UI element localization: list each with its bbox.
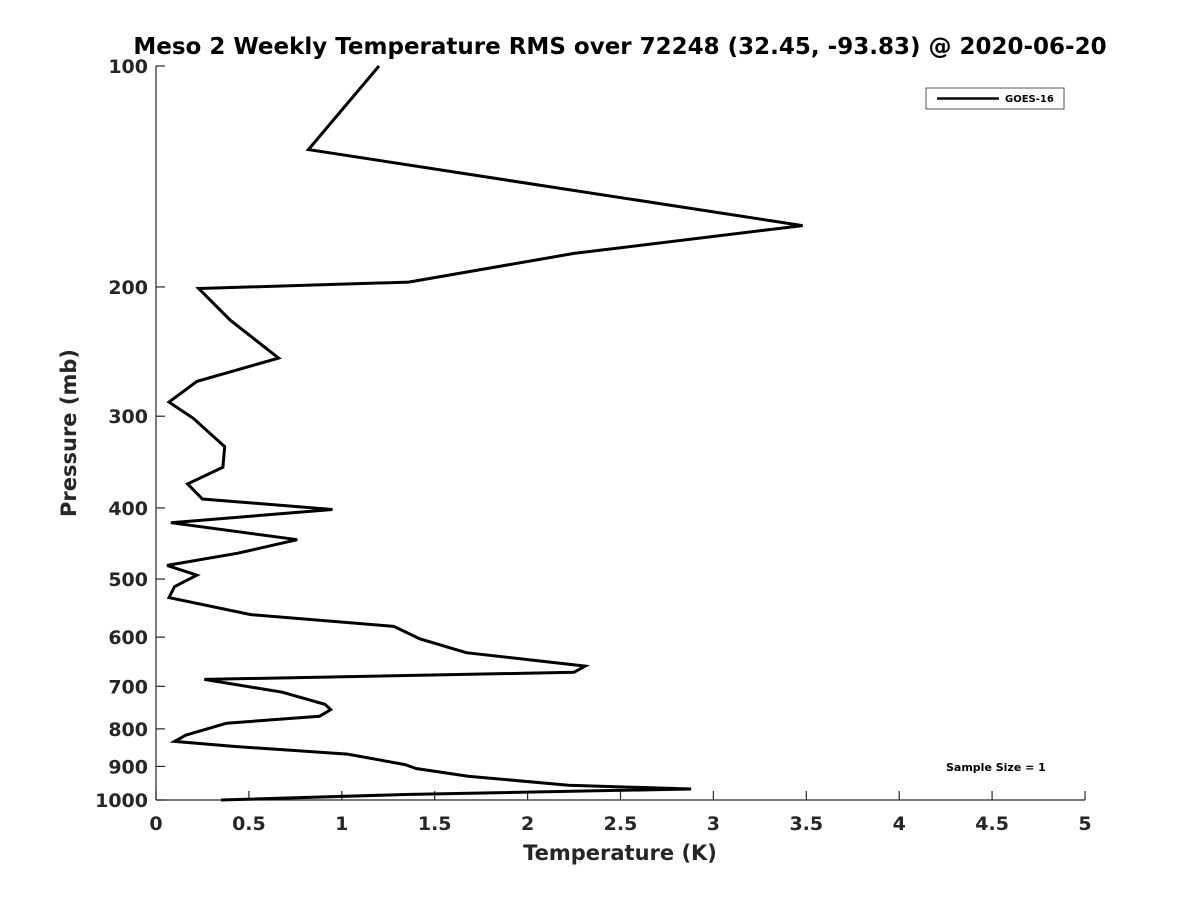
y-tick-label: 400 — [108, 498, 148, 520]
series-layer — [166, 65, 803, 802]
y-tick-label: 100 — [108, 56, 148, 78]
y-tick-label: 900 — [108, 756, 148, 778]
y-tick-label: 800 — [108, 719, 148, 741]
x-tick-label: 2 — [521, 813, 534, 835]
chart-title: Meso 2 Weekly Temperature RMS over 72248… — [133, 34, 1106, 60]
y-tick-label: 700 — [108, 676, 148, 698]
legend-label-goes-16: GOES-16 — [1005, 94, 1054, 105]
x-axis-label: Temperature (K) — [523, 841, 717, 865]
y-tick-label: 1000 — [95, 790, 148, 812]
x-tick-label: 4.5 — [975, 813, 1009, 835]
x-tick-label: 1.5 — [418, 813, 452, 835]
x-tick-label: 0 — [149, 813, 162, 835]
x-tick-label: 3.5 — [789, 813, 823, 835]
x-tick-label: 5 — [1078, 813, 1091, 835]
x-axis-ticks: 0 0.5 1 1.5 2 2.5 3 3.5 4 4.5 5 — [149, 791, 1092, 835]
x-tick-label: 2.5 — [604, 813, 638, 835]
sample-size-annotation: Sample Size = 1 — [946, 761, 1046, 774]
y-axis-label: Pressure (mb) — [57, 349, 81, 517]
y-tick-label: 300 — [108, 406, 148, 428]
x-tick-label: 3 — [707, 813, 720, 835]
y-tick-label: 500 — [108, 569, 148, 591]
x-tick-label: 4 — [893, 813, 906, 835]
y-axis-ticks: 100 200 300 400 500 600 700 800 900 1000 — [95, 56, 165, 812]
y-tick-label: 600 — [108, 627, 148, 649]
x-tick-label: 1 — [335, 813, 348, 835]
y-tick-label: 200 — [108, 277, 148, 299]
x-tick-label: 0.5 — [232, 813, 266, 835]
legend: GOES-16 — [925, 87, 1065, 110]
series-line-goes-16 — [166, 65, 803, 802]
